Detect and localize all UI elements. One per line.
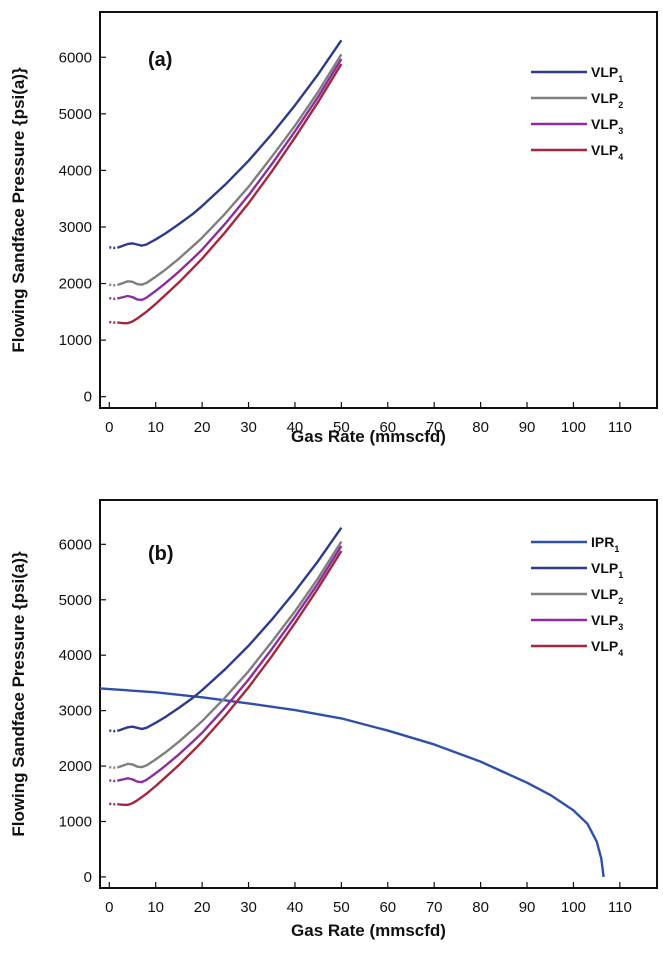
- panel-label: (a): [148, 49, 172, 71]
- x-tick-label: 100: [561, 419, 586, 436]
- legend-label: VLP4: [591, 142, 623, 162]
- x-tick-label: 60: [379, 419, 396, 436]
- y-axis-title: Flowing Sandface Pressure {psi(a)}: [9, 551, 28, 837]
- x-tick-label: 80: [472, 899, 489, 916]
- x-tick-label: 20: [194, 419, 211, 436]
- legend-label: VLP2: [591, 586, 623, 606]
- series-line-lead-in: [109, 283, 119, 287]
- series-line-lead-in: [109, 246, 119, 250]
- chart-panel-2: 0 10 20 30 40 50 60 70 80 90 100 110 0 1000 2000 3000 40…: [9, 499, 658, 940]
- legend-label-name: VLP: [591, 638, 618, 654]
- legend-label-name: VLP: [591, 116, 618, 132]
- x-tick-label: 50: [333, 419, 350, 436]
- panel-label: (b): [148, 543, 174, 565]
- y-tick-label: 2000: [59, 276, 92, 293]
- legend-label: VLP2: [591, 90, 623, 110]
- series-line-vlp4: [118, 550, 343, 807]
- legend-label-subscript: 3: [618, 622, 623, 632]
- y-axis-title: Flowing Sandface Pressure {psi(a)}: [9, 67, 28, 353]
- legend-label-name: VLP: [591, 142, 618, 158]
- y-tick-label: 6000: [59, 536, 92, 553]
- series-line-vlp2: [118, 53, 343, 286]
- series-line-ipr1: [99, 687, 605, 878]
- legend-label-subscript: 1: [614, 544, 619, 554]
- series-line-lead-in: [109, 320, 119, 324]
- y-tick-label: 1000: [59, 813, 92, 830]
- x-tick-label: 70: [426, 899, 443, 916]
- y-tick-label: 4000: [59, 162, 92, 179]
- x-tick-label: 90: [519, 419, 536, 436]
- legend-label-name: VLP: [591, 64, 618, 80]
- x-tick-label: 40: [287, 899, 304, 916]
- y-tick-label: 4000: [59, 647, 92, 664]
- series-line-lead-in: [109, 297, 119, 301]
- x-axis-title: Gas Rate (mmscfd): [291, 427, 446, 446]
- legend-label-subscript: 3: [618, 126, 623, 136]
- series-line-vlp2: [118, 540, 343, 769]
- series-line-vlp1: [118, 527, 343, 732]
- series-line-lead-in: [109, 765, 119, 769]
- x-tick-label: 90: [519, 899, 536, 916]
- x-tick-label: 10: [147, 899, 164, 916]
- legend-label: VLP4: [591, 638, 623, 658]
- x-tick-label: 0: [105, 899, 113, 916]
- x-tick-label: 20: [194, 899, 211, 916]
- series-line-lead-in: [109, 779, 119, 783]
- plot-frame: [99, 499, 658, 889]
- legend-label-subscript: 2: [618, 100, 623, 110]
- x-tick-label: 60: [379, 899, 396, 916]
- x-tick-label: 30: [240, 419, 257, 436]
- legend-label-name: VLP: [591, 612, 618, 628]
- x-axis-title: Gas Rate (mmscfd): [291, 921, 446, 940]
- y-tick-label: 5000: [59, 592, 92, 609]
- legend-label: VLP1: [591, 64, 623, 84]
- legend-label-subscript: 1: [618, 74, 623, 84]
- legend-label: VLP3: [591, 612, 623, 632]
- series-line-vlp1: [118, 39, 343, 249]
- plot-frame: [99, 11, 658, 409]
- legend-label: VLP3: [591, 116, 623, 136]
- legend-label-name: VLP: [591, 560, 618, 576]
- chart-panel-1: 0 10 20 30 40 50 60 70 80 90 100 110 0 1000 2000 3000 40…: [9, 11, 658, 446]
- series-line-lead-in: [109, 729, 119, 733]
- series-line-vlp3: [118, 545, 343, 784]
- x-tick-label: 50: [333, 899, 350, 916]
- legend-label-name: VLP: [591, 90, 618, 106]
- legend-label-subscript: 1: [618, 570, 623, 580]
- y-tick-label: 2000: [59, 758, 92, 775]
- legend-label: IPR1: [591, 534, 619, 554]
- x-tick-label: 70: [426, 419, 443, 436]
- y-tick-label: 6000: [59, 49, 92, 66]
- x-tick-label: 30: [240, 899, 257, 916]
- x-tick-label: 40: [287, 419, 304, 436]
- legend-label-subscript: 4: [618, 648, 623, 658]
- y-tick-label: 3000: [59, 703, 92, 720]
- x-tick-label: 10: [147, 419, 164, 436]
- x-tick-label: 110: [608, 899, 632, 916]
- legend-label-name: VLP: [591, 586, 618, 602]
- y-tick-label: 1000: [59, 332, 92, 349]
- y-tick-label: 5000: [59, 106, 92, 123]
- x-tick-label: 100: [561, 899, 586, 916]
- y-tick-label: 3000: [59, 219, 92, 236]
- x-tick-label: 80: [472, 419, 489, 436]
- y-tick-label: 0: [84, 869, 92, 886]
- series-line-vlp3: [118, 58, 343, 302]
- legend-label: VLP1: [591, 560, 623, 580]
- x-tick-label: 0: [105, 419, 113, 436]
- series-line-vlp4: [118, 63, 343, 325]
- legend-label-subscript: 2: [618, 596, 623, 606]
- legend-label-name: IPR: [591, 534, 614, 550]
- x-tick-label: 110: [608, 419, 632, 436]
- legend-label-subscript: 4: [618, 152, 623, 162]
- series-line-lead-in: [109, 802, 119, 806]
- y-tick-label: 0: [84, 389, 92, 406]
